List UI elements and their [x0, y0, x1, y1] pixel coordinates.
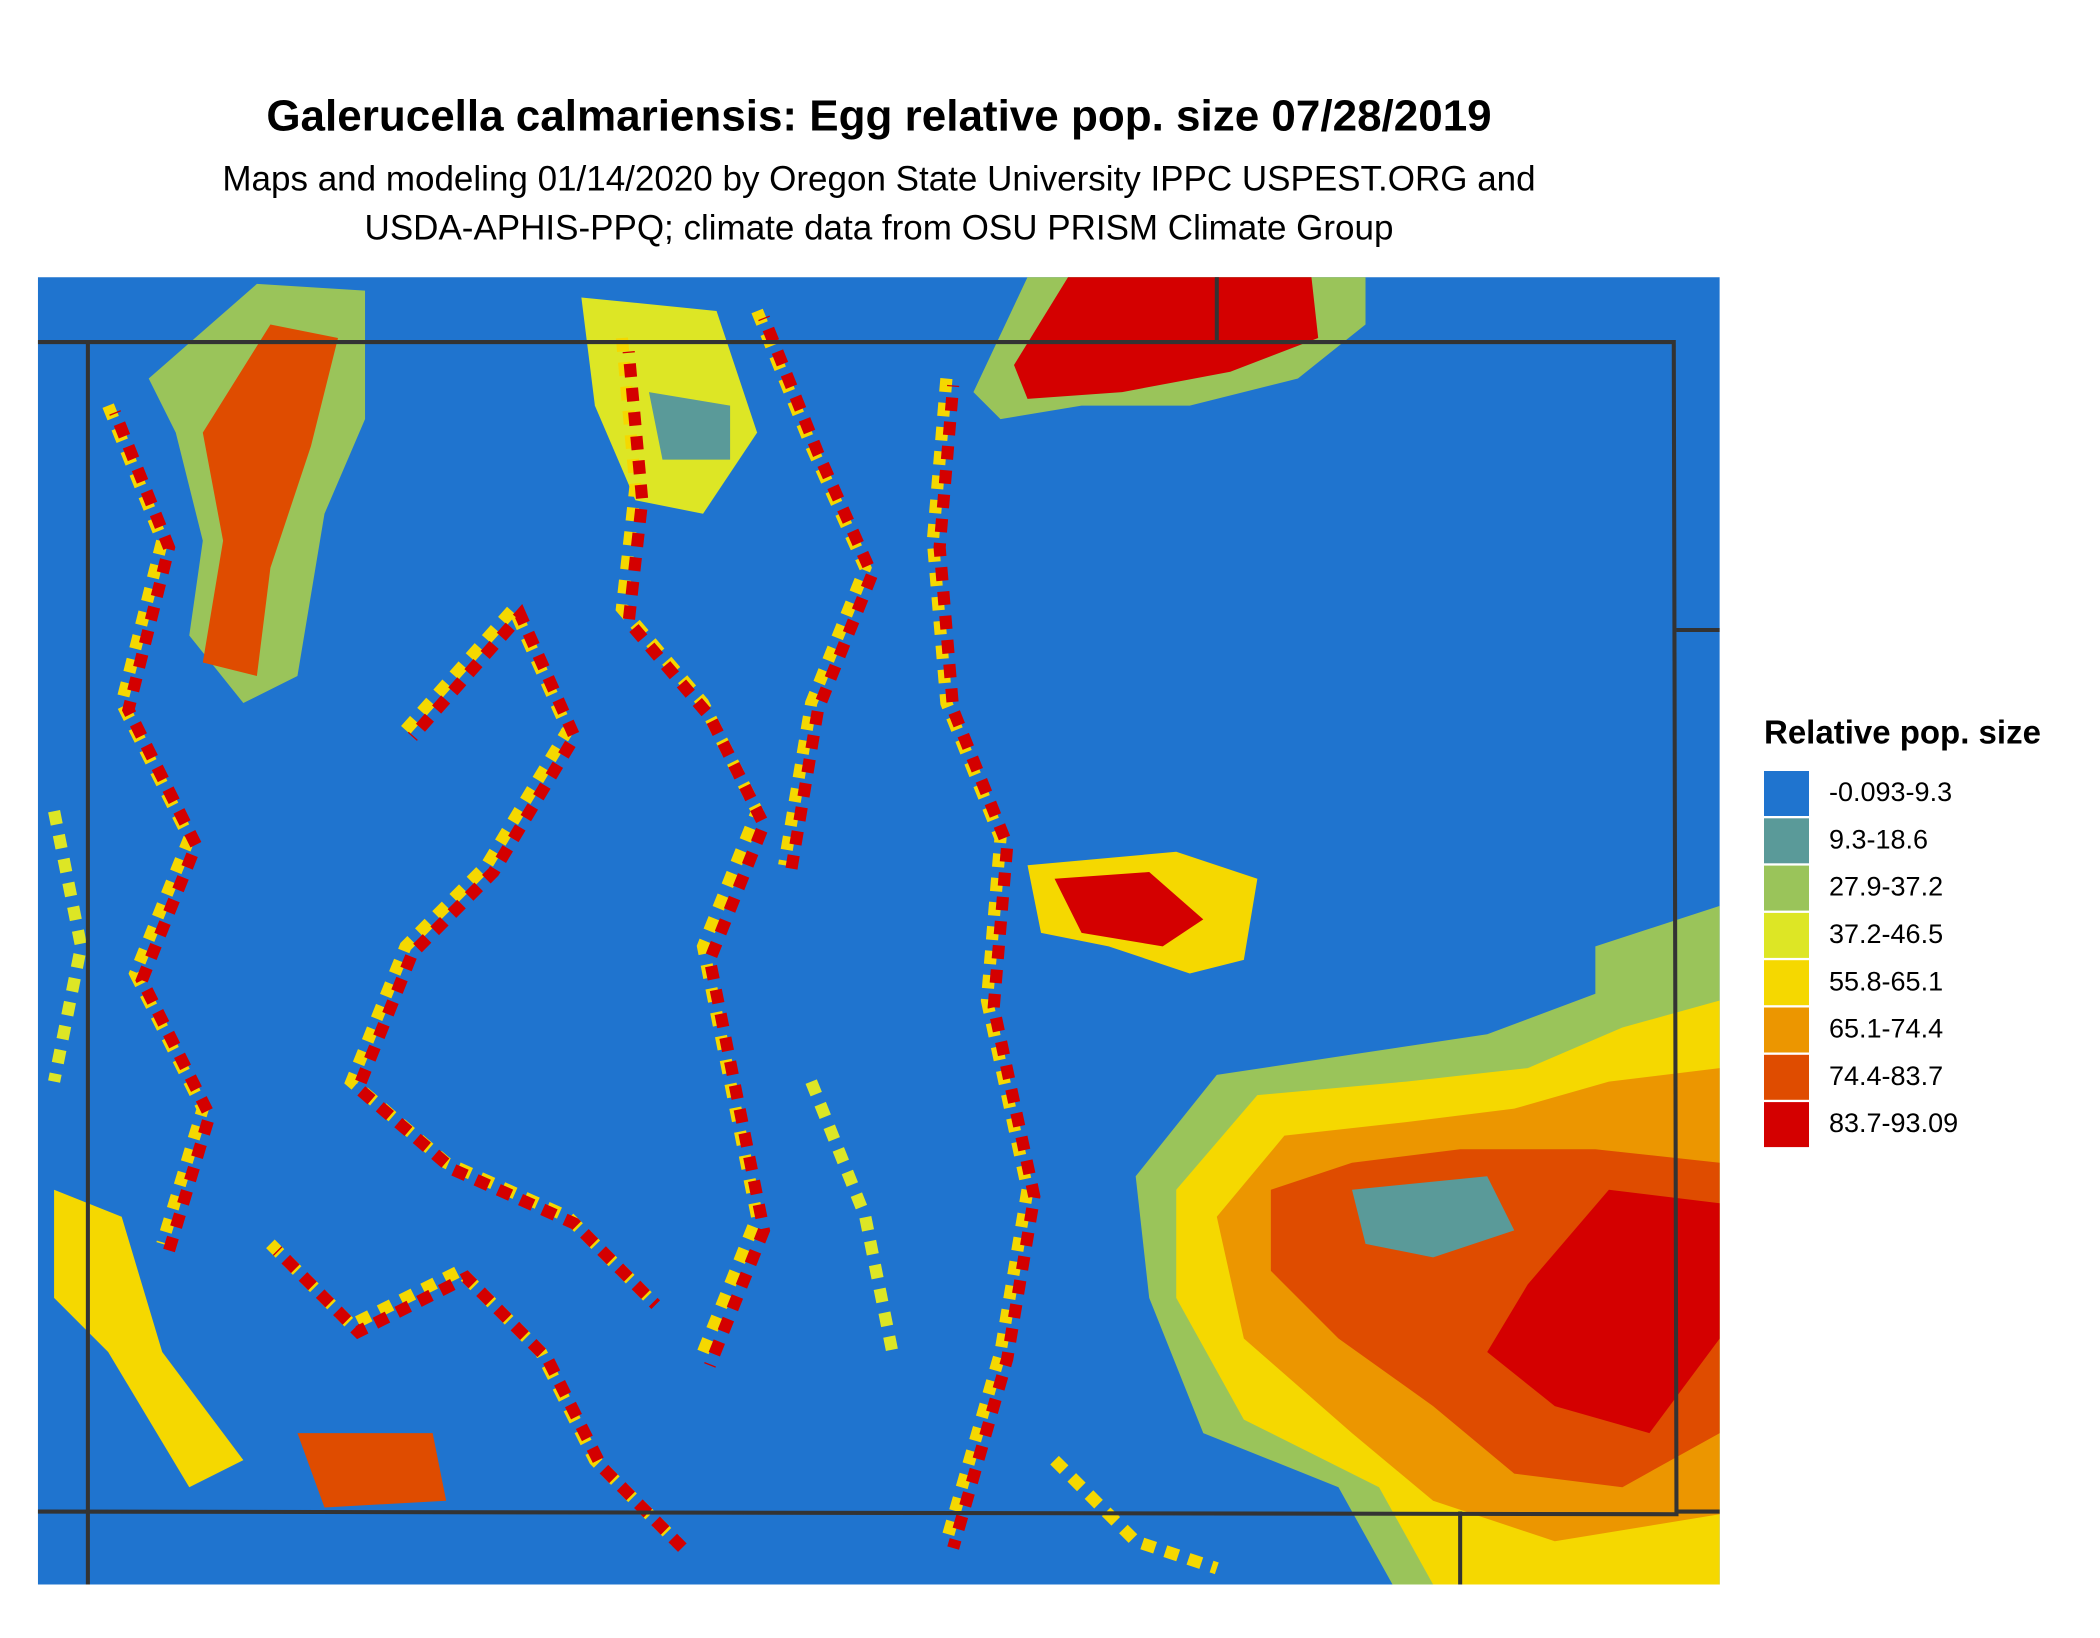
legend-swatch — [1764, 960, 1809, 1006]
legend-swatch — [1764, 1102, 1809, 1148]
legend: -0.093-9.3 9.3-18.6 27.9-37.2 37.2-46.5 55.8… — [1764, 771, 1958, 1148]
legend-swatch — [1764, 1054, 1809, 1100]
legend-label: -0.093-9.3 — [1829, 777, 1952, 807]
legend-swatch — [1764, 818, 1809, 864]
legend-label: 55.8-65.1 — [1829, 966, 1943, 996]
legend-label: 37.2-46.5 — [1829, 919, 1943, 949]
subtitle: Maps and modeling 01/14/2020 by Oregon S… — [222, 159, 1535, 198]
legend-title: Relative pop. size — [1764, 714, 2041, 751]
legend-swatch — [1764, 912, 1809, 958]
legend-label: 27.9-37.2 — [1829, 872, 1943, 902]
legend-label: 74.4-83.7 — [1829, 1061, 1943, 1091]
legend-swatch — [1764, 771, 1809, 816]
speckle-trails — [48, 308, 1219, 1575]
legend-swatch — [1764, 1007, 1809, 1053]
legend-label: 65.1-74.4 — [1829, 1014, 1943, 1044]
title: Galerucella calmariensis: Egg relative p… — [266, 92, 1491, 141]
subtitle: USDA-APHIS-PPQ; climate data from OSU PR… — [365, 208, 1394, 247]
map — [37, 277, 1720, 1585]
legend-label: 9.3-18.6 — [1829, 824, 1928, 854]
raster-patches — [54, 277, 1720, 1585]
state-boundaries — [37, 277, 1720, 1585]
legend-label: 83.7-93.09 — [1829, 1108, 1958, 1138]
legend-swatch — [1764, 865, 1809, 911]
